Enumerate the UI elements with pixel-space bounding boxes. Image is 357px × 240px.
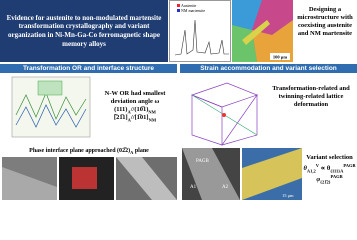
f: ∝ θ [318,165,331,172]
or-plane: //(10̅1) [130,106,149,113]
img-label: PAGB [196,159,210,164]
variant-images: PAGB A1 A2 15 μm [182,148,302,200]
sub: NM [148,117,157,123]
ebsd-map: 100 μm [232,0,293,62]
t: 2) [125,148,131,154]
sub: {21̅2} [320,179,331,185]
sub: A [127,117,131,123]
interface-note: Phase interface plane approached (02̅2)A… [0,148,178,155]
f: φ [316,176,321,183]
sub: NM [148,109,156,115]
legend-nm: NM martensite [181,8,205,13]
left-header: Transformation OR and interface structur… [0,64,177,73]
or-note: N-W OR had smallest deviation angle ω (1… [95,90,175,122]
deviation-chart [11,76,91,138]
or-dir: //[1̅01] [130,114,149,121]
design-text: Designing a microstructure with coexisti… [297,6,353,37]
sup: PAGB [330,173,343,179]
title: Evidence for austenite to non-modulated … [6,13,162,48]
lattice-diagram [190,82,259,146]
variant-title: Variant selection [306,154,353,161]
sub: A [127,109,131,115]
f: θ [303,165,307,172]
or-dir: [̅21̅1] [113,114,128,121]
sup: PAGB [343,162,356,168]
t: 2̅ [122,148,126,154]
right-header: Strain accommodation and variant selecti… [180,64,357,73]
sub: A1,2 [306,168,316,174]
or-plane: (111) [114,106,128,113]
img-label: A2 [222,185,229,190]
interface-images [2,157,177,200]
or-note-text: N-W OR had smallest deviation angle ω [104,90,166,105]
xrd-plot: Austenite NM martensite [169,0,231,62]
sup: V [315,162,319,168]
t: Phase interface plane approached (0 [29,148,123,154]
img-label: A1 [190,185,197,190]
title-box: Evidence for austenite to non-modulated … [0,0,168,62]
sub: A [130,150,134,156]
legend-austenite: Austenite [181,3,197,8]
graphical-abstract: Evidence for austenite to non-modulated … [0,0,357,200]
variant-text: Variant selection θA1,2V ∝ θ{111}APAGB φ… [302,152,357,185]
scale-bar: 100 μm [273,55,287,60]
t: plane [133,148,149,154]
scale-bar: 15 μm [282,193,294,198]
deform-text: Transformation-related and twinning-rela… [272,85,350,108]
sub: {111}A [330,168,344,174]
